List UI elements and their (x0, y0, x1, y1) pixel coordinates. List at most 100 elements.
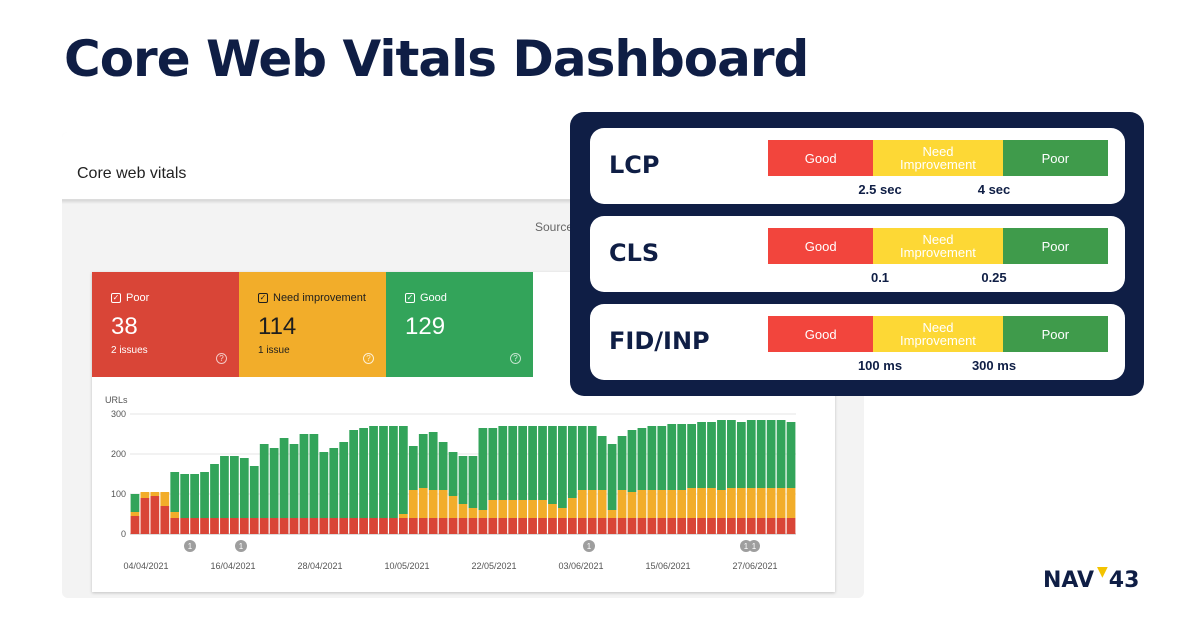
bar-segment-good (339, 442, 349, 518)
bar-segment-good (637, 428, 647, 490)
bar-segment-good (558, 426, 567, 508)
bar-segment-poor (508, 518, 518, 534)
bar-segment-poor (349, 518, 359, 534)
annotation-marker[interactable] (184, 540, 196, 552)
bar-segment-poor (319, 518, 329, 534)
bar-segment-poor (398, 518, 408, 534)
bar-segment-poor (657, 518, 667, 534)
bar-segment-need-improvement (548, 504, 557, 518)
tile-good[interactable]: ✓ Good 129 ? (386, 272, 533, 377)
bar-segment-need-improvement (776, 488, 786, 518)
bar-segment-poor (190, 518, 199, 534)
bar-segment-good (548, 426, 557, 504)
help-icon[interactable]: ? (216, 353, 227, 364)
bar-segment-good (687, 424, 696, 488)
bar-segment-poor (170, 518, 180, 534)
bar-segment-good (418, 434, 428, 488)
bar-segment-need-improvement (647, 490, 657, 518)
bar-segment-need-improvement (428, 490, 438, 518)
bar-segment-good (190, 474, 199, 518)
annotation-marker-label: 1 (587, 542, 592, 551)
bar-segment-good (587, 426, 597, 490)
bar-segment-poor (528, 518, 537, 534)
bar-segment-poor (458, 518, 468, 534)
tile-need-improvement[interactable]: ✓ Need improvement 114 1 issue ? (239, 272, 386, 377)
segment-poor: Poor (1002, 228, 1108, 264)
x-tick-label: 04/04/2021 (123, 561, 168, 571)
bar-segment-poor (180, 518, 190, 534)
bar-segment-need-improvement (756, 488, 766, 518)
tile-count: 38 (111, 313, 138, 340)
bar-segment-good (488, 428, 498, 500)
bar-segment-poor (727, 518, 736, 534)
bar-segment-poor (299, 518, 309, 534)
help-icon[interactable]: ? (510, 353, 521, 364)
bar-segment-good (299, 434, 309, 518)
threshold-low: 100 ms (857, 358, 903, 373)
x-tick-label: 27/06/2021 (732, 561, 777, 571)
x-tick-label: 03/06/2021 (558, 561, 603, 571)
bar-segment-need-improvement (408, 490, 418, 518)
logo-suffix: 43 (1108, 568, 1140, 593)
bar-segment-poor (150, 496, 160, 534)
bar-segment-good (259, 444, 269, 518)
bar-segment-good (329, 448, 339, 518)
threshold-bar: Good Need Improvement Poor (768, 228, 1108, 264)
annotation-marker[interactable] (235, 540, 247, 552)
bar-segment-poor (756, 518, 766, 534)
bar-segment-need-improvement (717, 490, 726, 518)
help-icon[interactable]: ? (363, 353, 374, 364)
bar-segment-need-improvement (657, 490, 667, 518)
bar-segment-poor (379, 518, 388, 534)
bar-segment-good (468, 456, 478, 508)
bar-segment-good (647, 426, 657, 490)
bar-segment-good (230, 456, 239, 518)
annotation-marker-label: 1 (239, 542, 244, 551)
annotation-marker[interactable] (748, 540, 760, 552)
bar-segment-good (309, 434, 319, 518)
bar-segment-poor (468, 518, 478, 534)
bar-segment-poor (667, 518, 677, 534)
bar-segment-need-improvement (558, 508, 567, 518)
tile-poor[interactable]: ✓ Poor 38 2 issues ? (92, 272, 239, 377)
bar-segment-need-improvement (448, 496, 458, 518)
bar-segment-good (677, 424, 687, 490)
bar-segment-poor (766, 518, 776, 534)
bar-segment-good (707, 422, 716, 488)
metric-lcp: LCP Good Need Improvement Poor 2.5 sec 4… (590, 128, 1125, 204)
bar-segment-poor (707, 518, 716, 534)
bar-segment-need-improvement (736, 488, 746, 518)
bar-segment-poor (140, 498, 150, 534)
bar-segment-good (746, 420, 756, 488)
bar-segment-good (736, 422, 746, 488)
x-tick-label: 22/05/2021 (471, 561, 516, 571)
bar-segment-poor (309, 518, 319, 534)
cwv-thresholds-panel: LCP Good Need Improvement Poor 2.5 sec 4… (570, 112, 1144, 396)
report-panel: ✓ Poor 38 2 issues ? ✓ Need improvement 11… (92, 272, 835, 592)
bar-segment-poor (627, 518, 637, 534)
bar-segment-need-improvement (468, 508, 478, 518)
segment-need-improvement: Need Improvement (873, 316, 1003, 352)
bar-segment-poor (200, 518, 209, 534)
bar-segment-good (567, 426, 577, 498)
bar-segment-good (667, 424, 677, 490)
bar-segment-good (239, 458, 249, 518)
segment-good: Good (768, 316, 874, 352)
bar-segment-good (269, 448, 279, 518)
annotation-marker[interactable] (583, 540, 595, 552)
bar-segment-poor (279, 518, 289, 534)
bar-segment-poor (518, 518, 528, 534)
tile-count: 129 (405, 313, 446, 340)
bar-segment-need-improvement (140, 492, 150, 498)
bar-segment-need-improvement (786, 488, 796, 518)
bar-segment-need-improvement (697, 488, 706, 518)
bar-segment-need-improvement (150, 492, 160, 496)
bar-segment-good (617, 436, 627, 490)
bar-segment-poor (717, 518, 726, 534)
bar-segment-poor (478, 518, 488, 534)
bar-segment-poor (687, 518, 696, 534)
bar-segment-good (756, 420, 766, 488)
bar-segment-need-improvement (597, 490, 607, 518)
threshold-high: 300 ms (971, 358, 1017, 373)
